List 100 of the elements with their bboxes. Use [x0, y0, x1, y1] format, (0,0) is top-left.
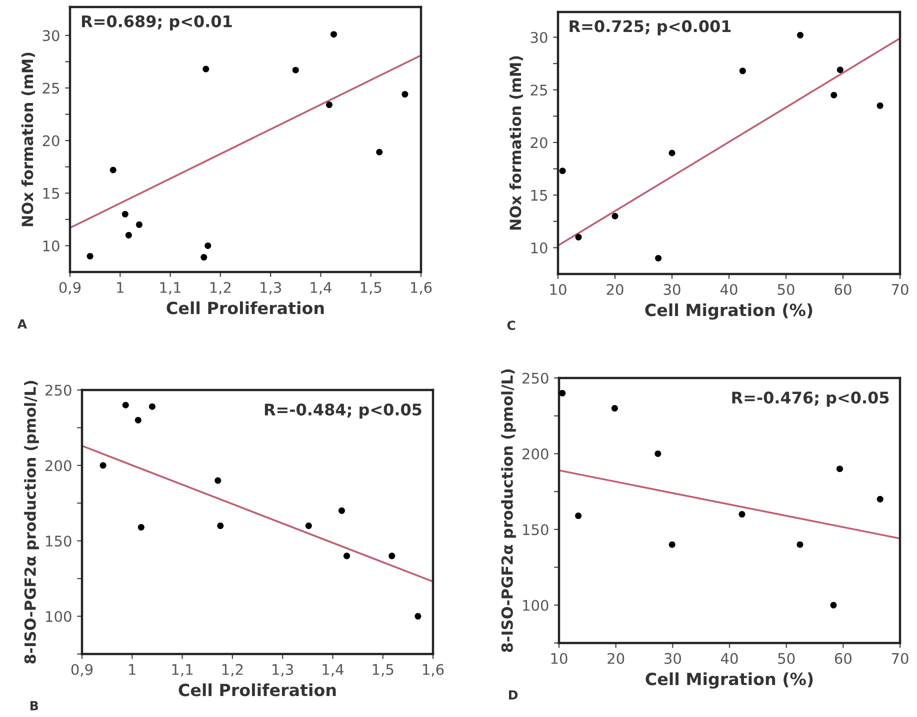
point	[338, 507, 345, 514]
point	[559, 168, 566, 174]
x-tick-label: 30	[664, 284, 680, 296]
point	[876, 102, 884, 109]
x-tick-label: 10	[551, 652, 568, 664]
point	[796, 32, 804, 38]
x-tick-label: 40	[720, 284, 738, 296]
x-tick-label: 1,2	[210, 282, 231, 294]
x-axis-title: Cell Proliferation	[166, 301, 324, 314]
x-tick-label: 20	[608, 652, 624, 664]
x-axis-title: Cell Proliferation	[178, 683, 336, 696]
point	[122, 402, 129, 408]
x-tick-label: 1,3	[272, 664, 293, 676]
y-tick-label: 30	[530, 32, 548, 43]
y-tick-label: 25	[42, 82, 60, 94]
x-tick-label: 1,5	[360, 282, 382, 294]
x-tick-label: 20	[606, 284, 624, 296]
y-axis-title: 8-ISO-PGF2α production (pmol/L)	[501, 369, 516, 652]
x-axis-title: Cell Migration (%)	[646, 672, 813, 689]
point	[575, 234, 582, 240]
x-tick-label: 1,6	[411, 282, 432, 294]
y-tick-label: 30	[42, 30, 60, 42]
point	[575, 512, 582, 520]
point	[134, 416, 142, 424]
point	[559, 390, 566, 396]
point	[739, 68, 746, 74]
x-tick-label: 1,1	[172, 664, 193, 676]
x-tick-label: 1	[129, 664, 136, 675]
y-tick-label: 10	[531, 242, 548, 254]
point	[138, 524, 144, 531]
y-axis-title: NOx formation (mM)	[21, 52, 35, 226]
y-tick-label: 250	[46, 384, 72, 396]
point	[668, 150, 676, 156]
point	[200, 254, 208, 261]
y-tick-label: 150	[46, 536, 72, 547]
x-tick-label: 60	[834, 652, 852, 664]
point	[836, 466, 844, 472]
x-tick-label: 40	[720, 652, 738, 664]
point	[836, 66, 844, 74]
point	[330, 31, 338, 38]
point	[830, 602, 837, 608]
y-tick-label: 200	[522, 448, 548, 460]
x-tick-label: 50	[778, 284, 794, 296]
point	[796, 541, 804, 548]
x-tick-label: 1	[117, 282, 124, 293]
annotation: R=0.725; p<0.001	[570, 20, 731, 36]
y-tick-label: 100	[46, 611, 72, 622]
x-tick-label: 50	[778, 652, 795, 664]
x-tick-label: 1,4	[310, 282, 332, 294]
y-tick-label: 20	[530, 137, 548, 148]
point	[305, 522, 312, 530]
point	[110, 166, 116, 174]
y-tick-label: 200	[46, 460, 72, 472]
point	[217, 522, 224, 530]
x-tick-label: 1,5	[372, 664, 394, 676]
x-tick-label: 1,6	[423, 664, 444, 676]
point	[202, 66, 210, 72]
x-tick-label: 70	[892, 652, 908, 664]
annotation: R=-0.476; p<0.05	[732, 392, 889, 407]
x-tick-label: 30	[664, 652, 681, 664]
y-tick-label: 15	[531, 190, 548, 201]
x-tick-label: 1,4	[322, 664, 344, 676]
point	[376, 148, 383, 156]
x-tick-label: 1,3	[260, 282, 281, 294]
point	[738, 511, 746, 518]
text: D	[509, 690, 518, 700]
y-axis-title: NOx formation (mM)	[509, 56, 523, 230]
point	[611, 405, 618, 412]
x-tick-label: 70	[892, 284, 908, 296]
point	[388, 552, 396, 560]
x-axis-title: Cell Migration (%)	[645, 303, 812, 320]
point	[830, 92, 838, 98]
x-tick-label: 10	[550, 284, 566, 296]
point	[612, 212, 618, 220]
point	[86, 252, 94, 260]
y-tick-label: 150	[523, 524, 548, 536]
point	[654, 450, 662, 457]
point	[326, 102, 332, 108]
x-tick-label: 0,9	[59, 282, 81, 294]
point	[214, 477, 222, 484]
text: C	[507, 320, 516, 330]
y-tick-label: 20	[42, 135, 60, 146]
point	[292, 66, 299, 74]
point	[414, 613, 422, 620]
y-tick-label: 25	[530, 84, 548, 96]
y-tick-label: 250	[522, 372, 548, 384]
x-tick-label: 1,1	[160, 282, 181, 294]
x-tick-label: 60	[834, 284, 852, 296]
point	[204, 242, 212, 249]
point	[402, 91, 408, 98]
x-tick-label: 1,2	[222, 664, 243, 676]
y-axis-title: 8-ISO-PGF2α production (pmol/L)	[24, 380, 39, 664]
point	[148, 403, 156, 410]
point	[136, 221, 142, 228]
y-tick-label: 10	[43, 240, 60, 252]
text: A	[17, 319, 27, 328]
point	[668, 541, 676, 548]
text: B	[30, 701, 38, 710]
point	[343, 552, 350, 560]
annotation: R=-0.484; p<0.05	[264, 403, 422, 419]
